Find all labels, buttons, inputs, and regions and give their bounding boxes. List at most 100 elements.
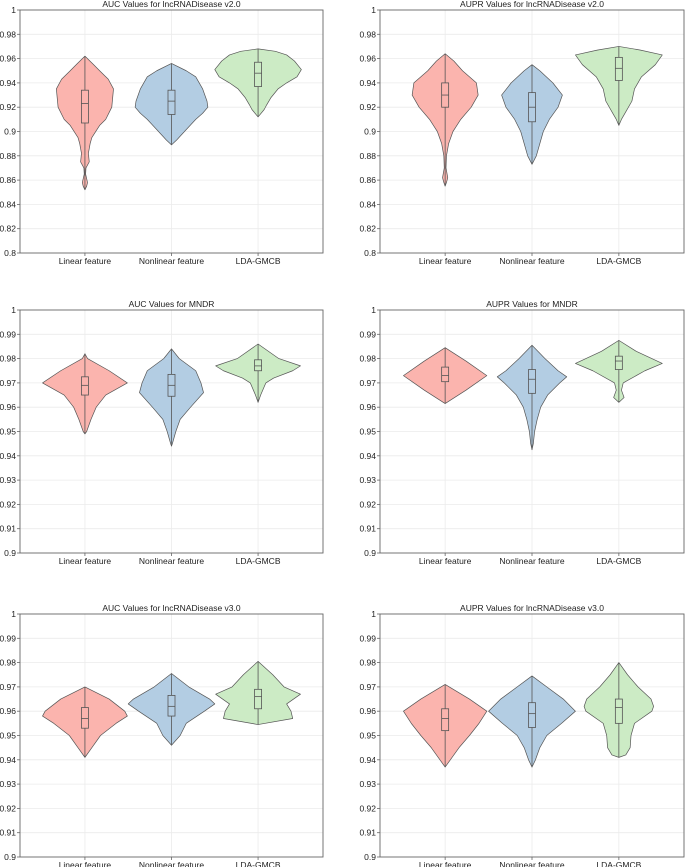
y-tick-label: 0.99 — [0, 633, 16, 643]
y-tick-label: 0.99 — [359, 633, 376, 643]
iqr-box — [254, 688, 262, 710]
x-tick-label: Linear feature — [419, 556, 472, 566]
iqr-box — [81, 707, 89, 729]
x-tick-label: Linear feature — [59, 556, 112, 566]
y-tick-label: 0.99 — [359, 329, 376, 339]
iqr-box — [441, 708, 450, 732]
y-tick-label: 0.96 — [0, 706, 16, 716]
y-tick-label: 0.94 — [359, 451, 376, 461]
y-tick-label: 0.9 — [364, 127, 376, 137]
x-tick-label: LDA-GMCB — [236, 256, 281, 266]
y-tick-label: 0.94 — [0, 755, 16, 765]
x-tick-label: Nonlinear feature — [499, 860, 564, 867]
y-tick-label: 0.9 — [364, 852, 376, 862]
y-tick-label: 0.98 — [0, 658, 16, 668]
x-tick-label: Linear feature — [419, 860, 472, 867]
y-tick-label: 0.92 — [359, 499, 376, 509]
y-tick-label: 0.94 — [0, 78, 16, 88]
y-tick-label: 0.97 — [359, 682, 376, 692]
axes-frame — [379, 309, 685, 554]
iqr-box — [81, 376, 89, 396]
y-tick-label: 0.88 — [0, 151, 16, 161]
y-tick-label: 0.82 — [0, 224, 16, 234]
y-tick-label: 0.92 — [0, 803, 16, 813]
chart-title: AUC Values for MNDR — [129, 299, 215, 309]
chart-title: AUPR Values for MNDR — [486, 299, 577, 309]
y-tick-label: 0.8 — [4, 248, 16, 258]
y-tick-label: 0.93 — [0, 475, 16, 485]
y-tick-label: 0.99 — [0, 329, 16, 339]
iqr-box — [167, 695, 176, 717]
y-tick-label: 0.97 — [0, 682, 16, 692]
x-tick-label: LDA-GMCB — [596, 556, 641, 566]
y-tick-label: 0.96 — [0, 402, 16, 412]
y-tick-label: 0.96 — [359, 706, 376, 716]
y-tick-label: 1 — [11, 609, 16, 619]
y-tick-label: 0.92 — [0, 499, 16, 509]
x-tick-label: Nonlinear feature — [499, 256, 564, 266]
y-tick-label: 0.9 — [4, 127, 16, 137]
y-tick-label: 0.98 — [0, 29, 16, 39]
y-tick-label: 0.88 — [359, 151, 376, 161]
chart-title: AUPR Values for lncRNADisease v3.0 — [460, 603, 604, 613]
iqr-box — [614, 698, 623, 724]
y-tick-label: 0.95 — [359, 731, 376, 741]
x-tick-label: LDA-GMCB — [236, 556, 281, 566]
y-tick-label: 0.91 — [359, 524, 376, 534]
y-tick-label: 1 — [371, 5, 376, 15]
chart-title: AUPR Values for lncRNADisease v2.0 — [460, 0, 604, 9]
y-tick-label: 0.84 — [0, 199, 16, 209]
y-tick-label: 1 — [11, 305, 16, 315]
y-tick-label: 0.9 — [364, 548, 376, 558]
y-tick-label: 0.91 — [0, 524, 16, 534]
y-tick-label: 0.98 — [359, 658, 376, 668]
y-tick-label: 0.96 — [359, 402, 376, 412]
y-tick-label: 0.95 — [0, 427, 16, 437]
axes-frame — [379, 9, 685, 254]
y-tick-label: 0.93 — [0, 779, 16, 789]
y-tick-label: 0.94 — [359, 755, 376, 765]
y-tick-label: 0.98 — [0, 354, 16, 364]
y-tick-label: 0.96 — [0, 54, 16, 64]
x-tick-label: Linear feature — [59, 256, 112, 266]
iqr-box — [614, 56, 623, 81]
iqr-box — [167, 89, 176, 115]
axes-frame — [19, 309, 324, 554]
x-tick-label: LDA-GMCB — [596, 256, 641, 266]
x-tick-label: Nonlinear feature — [499, 556, 564, 566]
chart-panel-5: 0.9 0.91 0.92 0.93 0.94 0.95 0.96 0.97 0.98 0.99 1… — [0, 603, 324, 867]
chart-panel-2: 0.8 0.82 0.84 0.86 0.88 0.9 0.92 0.94 0.96 0.98 1 L… — [359, 0, 685, 266]
y-tick-label: 0.9 — [4, 548, 16, 558]
y-tick-label: 0.98 — [359, 354, 376, 364]
y-tick-label: 0.97 — [0, 378, 16, 388]
axes-frame — [19, 613, 324, 858]
y-tick-label: 1 — [371, 609, 376, 619]
chart-title: AUC Values for lncRNADisease v3.0 — [102, 603, 241, 613]
y-tick-label: 0.97 — [359, 378, 376, 388]
iqr-box — [528, 369, 536, 394]
iqr-box — [81, 89, 89, 124]
x-tick-label: Linear feature — [59, 860, 112, 867]
y-tick-label: 0.86 — [0, 175, 16, 185]
y-tick-label: 0.94 — [359, 78, 376, 88]
x-tick-label: LDA-GMCB — [596, 860, 641, 867]
chart-panel-3: 0.9 0.91 0.92 0.93 0.94 0.95 0.96 0.97 0.98 0.99 1… — [0, 299, 324, 566]
chart-panel-6: 0.9 0.91 0.92 0.93 0.94 0.95 0.96 0.97 0.98 0.99 1… — [359, 603, 685, 867]
y-tick-label: 0.93 — [359, 779, 376, 789]
y-tick-label: 0.95 — [359, 427, 376, 437]
y-tick-label: 0.94 — [0, 451, 16, 461]
x-tick-label: LDA-GMCB — [236, 860, 281, 867]
y-tick-label: 0.91 — [0, 828, 16, 838]
iqr-box — [441, 366, 450, 383]
y-tick-label: 1 — [371, 305, 376, 315]
y-tick-label: 0.96 — [359, 54, 376, 64]
y-tick-label: 0.92 — [359, 803, 376, 813]
y-tick-label: 0.92 — [359, 102, 376, 112]
y-tick-label: 0.91 — [359, 828, 376, 838]
y-tick-label: 0.82 — [359, 224, 376, 234]
axes-frame — [379, 613, 685, 858]
y-tick-label: 1 — [11, 5, 16, 15]
x-tick-label: Linear feature — [419, 256, 472, 266]
y-tick-label: 0.95 — [0, 731, 16, 741]
